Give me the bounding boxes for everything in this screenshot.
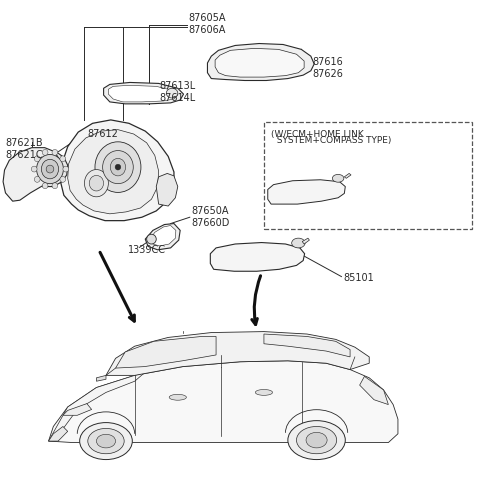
Ellipse shape xyxy=(297,427,336,454)
Polygon shape xyxy=(268,180,345,204)
Text: 87613L
87614L: 87613L 87614L xyxy=(159,81,196,103)
Polygon shape xyxy=(207,43,314,81)
Ellipse shape xyxy=(288,421,345,460)
Ellipse shape xyxy=(31,166,37,172)
Polygon shape xyxy=(145,224,180,250)
Ellipse shape xyxy=(80,423,132,460)
Ellipse shape xyxy=(42,183,48,189)
Text: 87605A
87606A: 87605A 87606A xyxy=(189,13,226,35)
Text: 85101: 85101 xyxy=(343,273,373,283)
Polygon shape xyxy=(156,173,178,206)
Text: 85101: 85101 xyxy=(361,204,392,214)
Text: 87621B
87621C: 87621B 87621C xyxy=(5,138,43,160)
Ellipse shape xyxy=(147,234,156,244)
Text: 87616
87626: 87616 87626 xyxy=(313,57,344,79)
Polygon shape xyxy=(344,173,351,178)
Polygon shape xyxy=(116,336,216,368)
Polygon shape xyxy=(302,238,310,244)
Ellipse shape xyxy=(89,175,104,191)
Ellipse shape xyxy=(36,155,63,183)
Polygon shape xyxy=(48,427,68,441)
Text: 1339CC: 1339CC xyxy=(128,245,166,255)
Ellipse shape xyxy=(35,156,40,162)
Ellipse shape xyxy=(84,169,108,197)
Ellipse shape xyxy=(292,238,305,248)
Polygon shape xyxy=(210,243,305,271)
Ellipse shape xyxy=(166,88,178,98)
Polygon shape xyxy=(215,48,304,77)
Ellipse shape xyxy=(332,174,344,182)
Text: SYSTEM+COMPASS TYPE): SYSTEM+COMPASS TYPE) xyxy=(271,136,392,145)
Polygon shape xyxy=(104,82,183,104)
Ellipse shape xyxy=(46,165,54,173)
Bar xyxy=(264,122,472,229)
Polygon shape xyxy=(360,376,388,405)
Polygon shape xyxy=(264,334,350,357)
Ellipse shape xyxy=(60,156,66,162)
Polygon shape xyxy=(60,120,174,221)
Ellipse shape xyxy=(52,149,58,155)
Polygon shape xyxy=(68,130,158,214)
Polygon shape xyxy=(96,375,106,381)
Ellipse shape xyxy=(41,159,59,179)
Text: (W/ECM+HOME LINK: (W/ECM+HOME LINK xyxy=(271,129,364,139)
Text: 85131: 85131 xyxy=(351,179,382,189)
Ellipse shape xyxy=(95,142,141,192)
Ellipse shape xyxy=(63,166,69,172)
Polygon shape xyxy=(106,331,369,375)
Polygon shape xyxy=(108,85,178,102)
Text: 87612: 87612 xyxy=(88,129,119,139)
Polygon shape xyxy=(32,152,68,186)
Polygon shape xyxy=(48,373,144,441)
Polygon shape xyxy=(48,361,398,443)
Ellipse shape xyxy=(255,389,273,395)
Ellipse shape xyxy=(115,164,121,170)
Text: 87650A
87660D: 87650A 87660D xyxy=(191,206,229,227)
Ellipse shape xyxy=(42,149,48,155)
Ellipse shape xyxy=(60,177,66,183)
Ellipse shape xyxy=(35,177,40,183)
Ellipse shape xyxy=(103,151,133,183)
Ellipse shape xyxy=(52,183,58,189)
Ellipse shape xyxy=(110,159,126,176)
Ellipse shape xyxy=(306,432,327,448)
Polygon shape xyxy=(150,225,176,246)
Polygon shape xyxy=(3,148,59,201)
Ellipse shape xyxy=(88,428,124,454)
Ellipse shape xyxy=(169,394,186,400)
Polygon shape xyxy=(63,404,92,415)
Ellipse shape xyxy=(96,434,116,448)
